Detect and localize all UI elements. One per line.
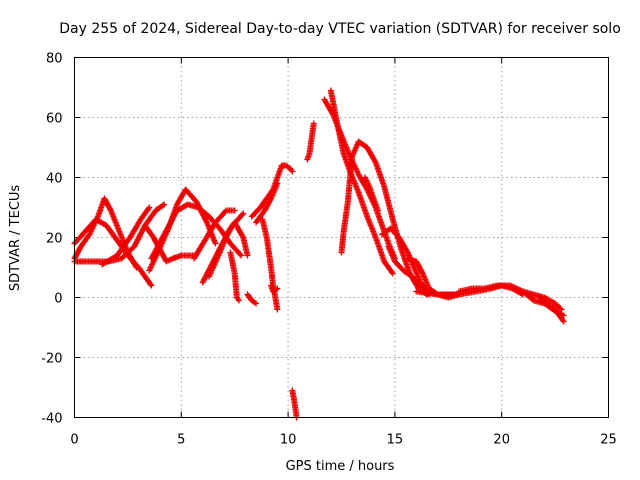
data-point: [558, 306, 565, 313]
data-point: [146, 204, 153, 211]
data-point: [222, 208, 229, 215]
series-arc-19: [321, 96, 398, 262]
y-tick-label: -40: [41, 412, 62, 427]
data-point: [560, 312, 567, 319]
data-point: [560, 318, 567, 325]
data-point: [274, 285, 281, 292]
series-arc-18: [304, 120, 317, 163]
data-point: [237, 251, 244, 258]
series-arc-14: [253, 180, 281, 226]
x-tick-label: 25: [600, 433, 617, 448]
x-tick-label: 20: [493, 433, 510, 448]
y-tick-label: 40: [46, 172, 63, 187]
series-arc-29: [537, 294, 567, 319]
y-tick-label: -20: [41, 352, 62, 367]
chart-title: Day 255 of 2024, Sidereal Day-to-day VTE…: [59, 21, 621, 37]
data-point: [559, 317, 566, 324]
series-arc-7: [148, 201, 245, 262]
data-point: [235, 297, 242, 304]
plot-frame: [74, 57, 609, 418]
data-point: [274, 306, 281, 313]
data-point: [238, 252, 245, 259]
series-arc-4: [99, 204, 153, 268]
data-point: [147, 281, 154, 288]
series-arc-20: [327, 87, 396, 277]
x-axis-label: GPS time / hours: [286, 459, 395, 474]
data-point: [148, 282, 155, 289]
data-point: [389, 270, 396, 277]
data-point: [239, 211, 246, 218]
series-arc-17: [289, 387, 300, 421]
y-tick-label: 60: [46, 112, 63, 127]
y-tick-label: 0: [54, 292, 62, 307]
series-arc-22: [361, 174, 381, 214]
data-point: [374, 207, 381, 214]
data-points: [71, 87, 567, 421]
data-point: [274, 180, 281, 187]
series-arc-16: [268, 282, 281, 295]
series-arc-5: [146, 186, 219, 274]
series-arc-15: [259, 216, 281, 313]
x-tick-label: 15: [387, 433, 404, 448]
data-point: [388, 269, 395, 276]
data-point: [240, 210, 247, 217]
series-arc-13: [248, 162, 296, 220]
x-tick-label: 5: [177, 433, 185, 448]
data-point: [244, 252, 251, 259]
x-tick-label: 0: [70, 433, 78, 448]
data-point: [161, 201, 168, 208]
data-point: [212, 240, 219, 247]
series-arc-8: [191, 207, 238, 262]
axis-ticks: 0 5 10 15 20 25 -40 -20 0 20 40 60 80: [41, 52, 617, 448]
series-arc-11: [227, 249, 242, 304]
data-point: [253, 300, 260, 307]
data-point: [557, 305, 564, 312]
data-point: [145, 205, 152, 212]
y-tick-label: 80: [46, 52, 63, 67]
data-point: [289, 168, 296, 175]
data-point: [310, 120, 317, 127]
series-arc-10: [206, 219, 251, 280]
data-point: [231, 207, 238, 214]
y-tick-label: 20: [46, 232, 63, 247]
x-tick-label: 10: [280, 433, 297, 448]
series-arc-12: [244, 291, 260, 307]
series-arc-2: [71, 216, 155, 289]
y-axis-label: SDTVAR / TECUs: [8, 185, 23, 292]
data-point: [107, 206, 114, 213]
data-point: [159, 202, 166, 209]
